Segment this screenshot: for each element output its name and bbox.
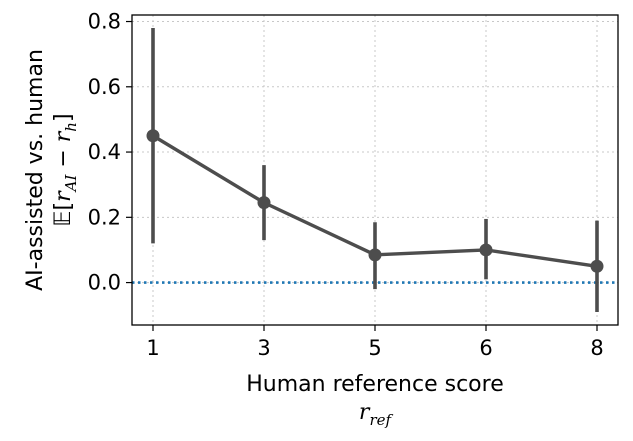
- y-axis-label: AI-assisted vs. human: [23, 49, 48, 291]
- x-axis-symbol: rref: [359, 400, 394, 429]
- y-expr-minus: −: [51, 142, 76, 174]
- y-tick-label: 0.8: [88, 10, 121, 34]
- x-axis-symbol-r: r: [359, 400, 371, 425]
- y-expr-expectation: 𝔼: [51, 211, 76, 227]
- y-tick-label: 0.4: [88, 140, 121, 164]
- x-tick-label: 8: [590, 336, 603, 360]
- x-axis-label: Human reference score: [246, 372, 504, 397]
- x-axis-ticks: 1 3 5 6 8: [146, 325, 604, 360]
- x-tick-label: 1: [146, 336, 159, 360]
- y-expr-r1: r: [51, 190, 76, 202]
- y-expr-r2: r: [51, 130, 76, 142]
- data-point: [479, 243, 493, 257]
- data-point: [257, 196, 271, 210]
- data-point: [146, 129, 160, 143]
- y-expr-close-bracket: ]: [51, 113, 76, 122]
- x-tick-label: 5: [368, 336, 381, 360]
- y-tick-label: 0.6: [88, 75, 121, 99]
- y-tick-label: 0.0: [88, 271, 121, 295]
- data-point: [368, 248, 382, 262]
- y-axis-expression: 𝔼[rAI − rh]: [51, 113, 80, 226]
- y-tick-label: 0.2: [88, 205, 121, 229]
- x-tick-label: 3: [257, 336, 270, 360]
- y-expr-subscript-ai: AI: [62, 174, 80, 194]
- data-points: [146, 129, 604, 273]
- y-axis-ticks: 0.0 0.2 0.4 0.6 0.8: [88, 10, 132, 295]
- y-expr-subscript-h: h: [62, 122, 80, 132]
- y-expr-open-bracket: [: [51, 202, 76, 211]
- x-tick-label: 6: [479, 336, 492, 360]
- data-point: [590, 259, 604, 273]
- x-axis-symbol-subscript: ref: [369, 411, 393, 429]
